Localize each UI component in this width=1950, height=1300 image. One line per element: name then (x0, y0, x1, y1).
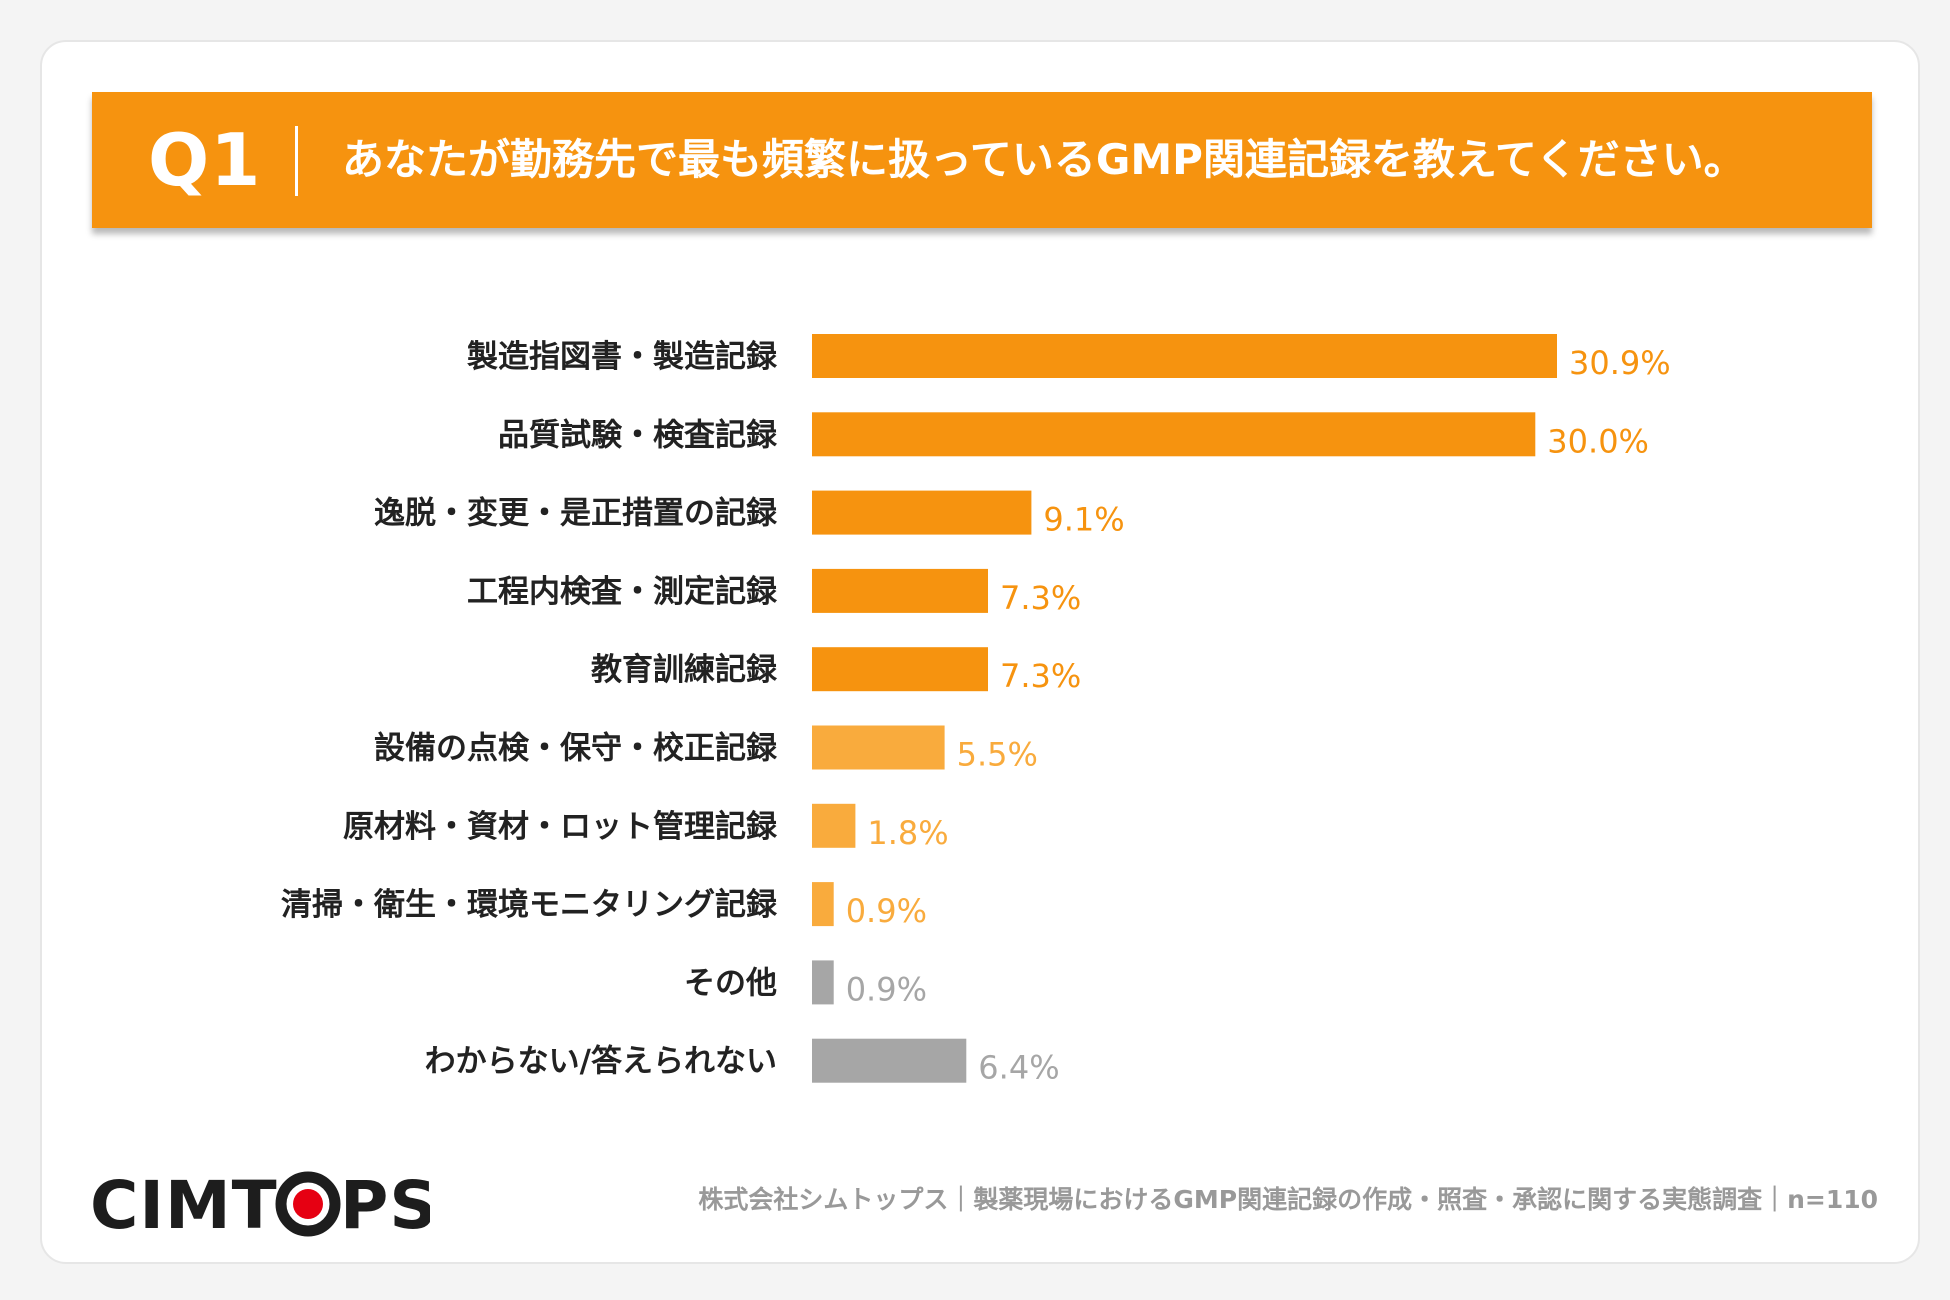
question-banner: Q1 あなたが勤務先で最も頻繁に扱っているGMP関連記録を教えてください。 (92, 92, 1872, 228)
value-label: 9.1% (1043, 501, 1124, 539)
category-label: 清掃・衛生・環境モニタリング記録 (281, 887, 778, 923)
category-label: 逸脱・変更・是正措置の記録 (374, 496, 778, 532)
category-label: 品質試験・検査記録 (498, 417, 778, 453)
bar (812, 412, 1536, 457)
value-label: 0.9% (846, 892, 927, 930)
bar-chart: 製造指図書・製造記録 30.9% 品質試験・検査記録 30.0% 逸脱・変更・是正措置の… (281, 334, 1671, 1087)
logo-text-right: PS (340, 1167, 430, 1242)
category-label: その他 (684, 965, 777, 1001)
banner-divider (295, 126, 298, 196)
value-label: 7.3% (1000, 657, 1081, 695)
category-label: 原材料・資材・ロット管理記録 (343, 809, 778, 845)
logo-red-dot (293, 1189, 323, 1219)
survey-source-note: 株式会社シムトップス｜製薬現場におけるGMP関連記録の作成・照査・承認に関する実… (698, 1185, 1878, 1214)
category-label: 製造指図書・製造記録 (467, 339, 778, 375)
value-label: 30.9% (1569, 344, 1671, 382)
question-number: Q1 (148, 118, 262, 202)
category-label: 教育訓練記録 (591, 652, 778, 688)
bar (812, 960, 834, 1005)
bar (812, 334, 1557, 378)
bar (812, 725, 945, 770)
category-label: わからない/答えられない (425, 1044, 777, 1080)
bar (812, 568, 989, 613)
value-label: 0.9% (846, 970, 927, 1008)
logo-text-left: CIMT (90, 1167, 278, 1242)
value-label: 1.8% (867, 814, 948, 852)
bar (812, 647, 989, 692)
question-text: あなたが勤務先で最も頻繁に扱っているGMP関連記録を教えてください。 (342, 135, 1746, 184)
cimtops-logo: CIMT PS (90, 1167, 430, 1242)
value-label: 5.5% (957, 736, 1038, 774)
value-label: 7.3% (1000, 579, 1081, 617)
bar (812, 490, 1032, 535)
survey-card: Q1 あなたが勤務先で最も頻繁に扱っているGMP関連記録を教えてください。 製造… (40, 40, 1920, 1264)
logo-o-ring (275, 1171, 341, 1237)
bar (812, 882, 834, 927)
bar (812, 1038, 967, 1083)
category-label: 工程内検査・測定記録 (467, 574, 778, 610)
category-label: 設備の点検・保守・校正記録 (374, 731, 778, 767)
value-label: 30.0% (1547, 422, 1649, 460)
bar (812, 803, 856, 848)
value-label: 6.4% (978, 1049, 1059, 1087)
